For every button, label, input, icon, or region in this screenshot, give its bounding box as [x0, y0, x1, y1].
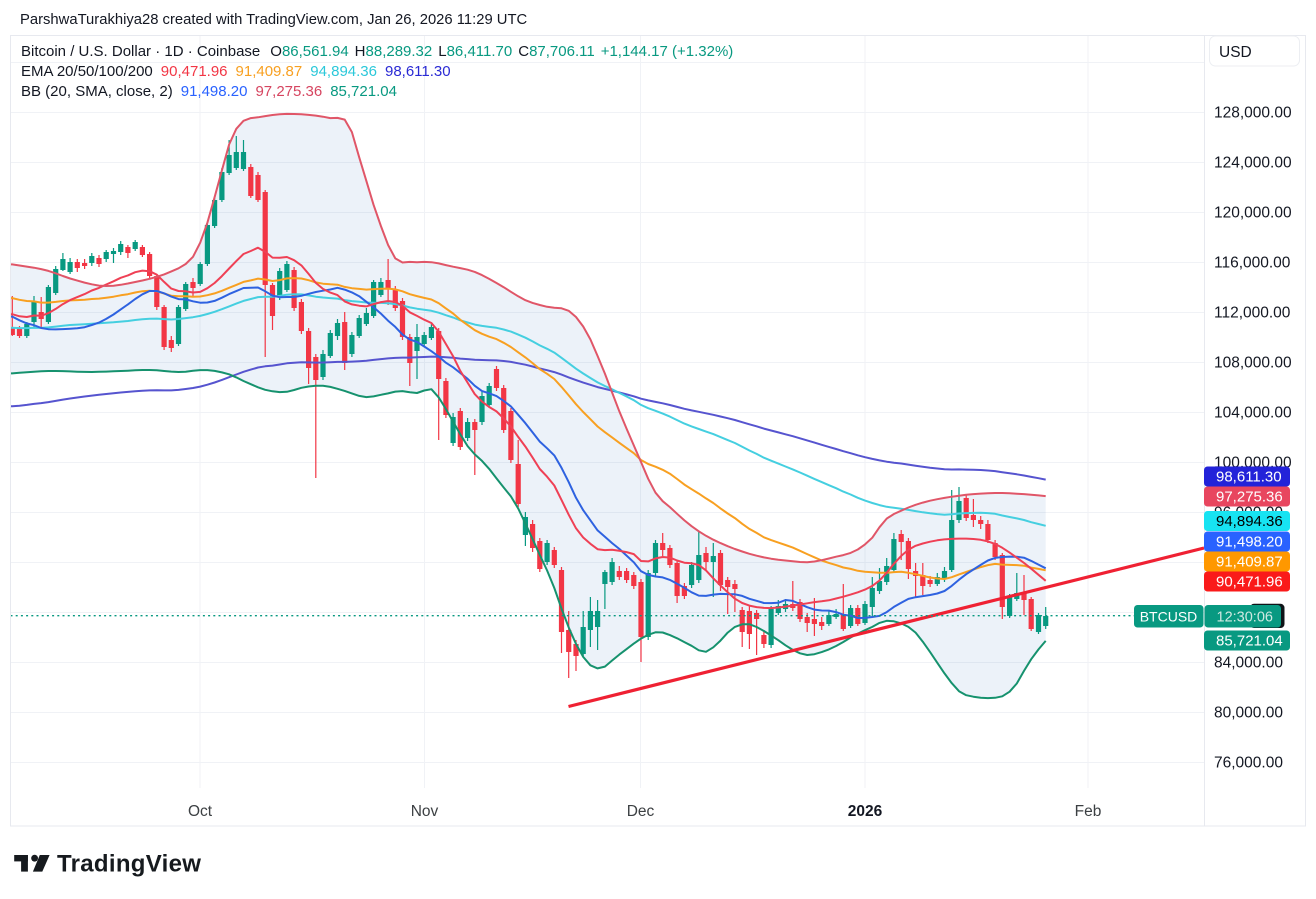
svg-text:80,000.00: 80,000.00 [1214, 705, 1283, 722]
svg-text:BTCUSD: BTCUSD [1140, 608, 1198, 624]
svg-text:Oct: Oct [188, 803, 213, 820]
svg-text:91,409.87: 91,409.87 [1216, 554, 1283, 571]
svg-text:84,000.00: 84,000.00 [1214, 655, 1283, 672]
svg-text:BB (20, SMA, close, 2)91,498.2: BB (20, SMA, close, 2) 91,498.20 97,275.36… [21, 83, 397, 100]
svg-text:90,471.96: 90,471.96 [1216, 574, 1283, 591]
svg-text:98,611.30: 98,611.30 [1216, 469, 1282, 486]
svg-text:USD: USD [1219, 44, 1252, 61]
svg-text:104,000.00: 104,000.00 [1214, 405, 1292, 422]
svg-text:94,894.36: 94,894.36 [1216, 513, 1283, 530]
svg-text:112,000.00: 112,000.00 [1214, 305, 1291, 322]
svg-text:ParshwaTurakhiya28 created wit: ParshwaTurakhiya28 created with TradingV… [20, 12, 528, 28]
svg-text:116,000.00: 116,000.00 [1214, 255, 1291, 272]
svg-text:108,000.00: 108,000.00 [1214, 355, 1292, 372]
svg-text:Feb: Feb [1075, 803, 1102, 820]
svg-text:12:30:06: 12:30:06 [1217, 609, 1273, 625]
svg-text:2026: 2026 [848, 803, 883, 820]
svg-text:Dec: Dec [627, 803, 655, 820]
svg-text:TradingView: TradingView [57, 851, 201, 878]
svg-text:120,000.00: 120,000.00 [1214, 205, 1292, 222]
svg-text:124,000.00: 124,000.00 [1214, 155, 1292, 172]
svg-text:128,000.00: 128,000.00 [1214, 105, 1292, 122]
svg-text:76,000.00: 76,000.00 [1214, 755, 1283, 772]
svg-text:Bitcoin / U.S. Dollar · 1D · C: Bitcoin / U.S. Dollar · 1D · Coinbase O86… [21, 43, 733, 60]
svg-text:97,275.36: 97,275.36 [1216, 489, 1283, 506]
svg-text:91,498.20: 91,498.20 [1216, 534, 1283, 551]
svg-text:Nov: Nov [411, 803, 439, 820]
svg-text:85,721.04: 85,721.04 [1216, 633, 1283, 650]
